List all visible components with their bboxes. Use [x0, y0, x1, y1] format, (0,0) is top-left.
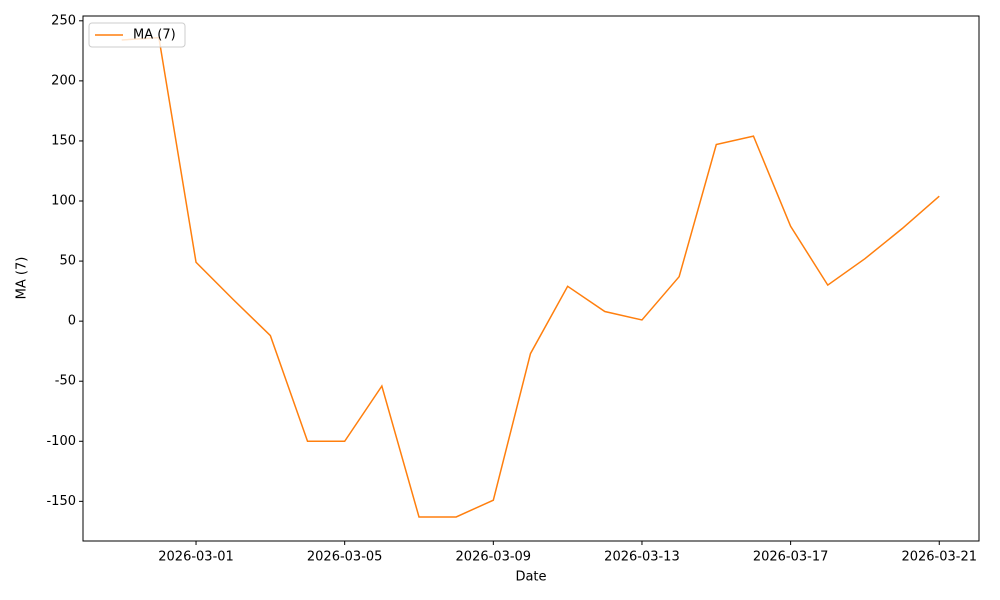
y-tick-label: -50 — [55, 374, 76, 389]
x-tick-label: 2026-03-01 — [158, 550, 234, 565]
legend-label: MA (7) — [133, 28, 176, 43]
y-tick-label: 150 — [51, 133, 76, 148]
plot-frame — [82, 15, 980, 542]
y-tick-label: 200 — [51, 73, 76, 88]
y-tick-label: 0 — [68, 314, 76, 329]
y-tick-label: 250 — [51, 13, 76, 28]
x-tick-label: 2026-03-09 — [456, 550, 532, 565]
x-tick-label: 2026-03-17 — [753, 550, 829, 565]
x-tick-label: 2026-03-21 — [901, 550, 977, 565]
series-line — [121, 36, 940, 518]
y-axis-label: MA (7) — [15, 257, 30, 300]
y-tick-label: -150 — [46, 494, 76, 509]
y-tick-label: 100 — [51, 194, 76, 209]
y-tick-label: 50 — [59, 254, 76, 269]
x-tick-label: 2026-03-13 — [604, 550, 680, 565]
x-axis-label: Date — [515, 570, 546, 585]
legend-box — [88, 22, 186, 48]
y-tick-label: -100 — [46, 434, 76, 449]
x-tick-label: 2026-03-05 — [307, 550, 383, 565]
